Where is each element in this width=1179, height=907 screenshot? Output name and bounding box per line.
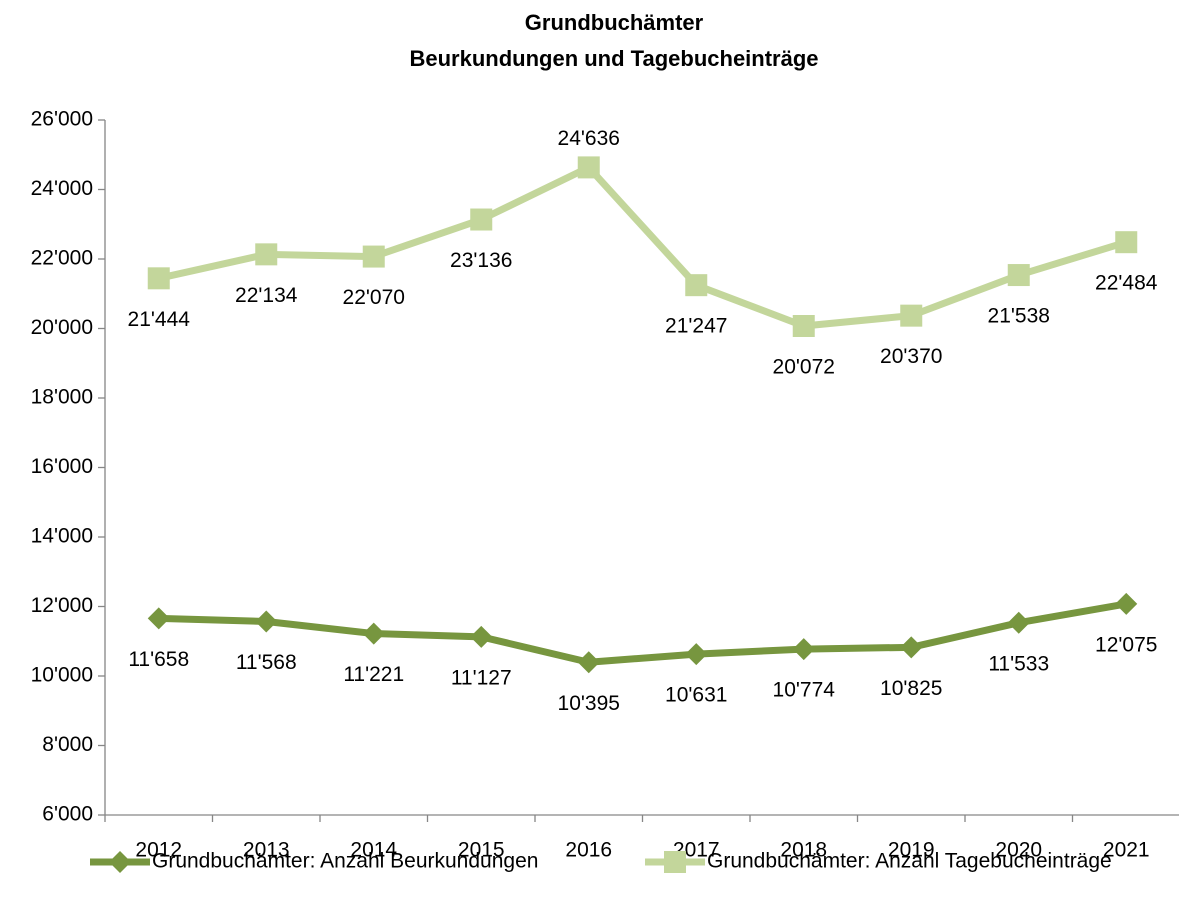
- legend-label: Grundbuchämter: Anzahl Beurkundungen: [152, 850, 538, 873]
- marker: [1115, 231, 1138, 254]
- marker: [577, 651, 600, 674]
- marker: [470, 625, 493, 648]
- marker: [577, 156, 600, 179]
- data-label: 11'568: [236, 651, 297, 674]
- marker: [900, 304, 923, 327]
- series-line: [157, 163, 1128, 330]
- y-tick-label: 18'000: [31, 386, 93, 409]
- data-label: 11'221: [343, 663, 404, 686]
- marker: [1115, 592, 1138, 615]
- x-tick-label: 2015: [458, 839, 505, 862]
- x-tick-label: 2018: [780, 839, 827, 862]
- data-label: 11'658: [128, 648, 189, 671]
- y-tick-label: 10'000: [31, 664, 93, 687]
- data-label: 21'444: [128, 308, 191, 331]
- marker: [255, 610, 278, 633]
- data-label: 22'484: [1095, 272, 1158, 295]
- chart-subtitle: Beurkundungen und Tagebucheinträge: [409, 46, 818, 71]
- marker: [255, 243, 278, 266]
- y-tick-label: 20'000: [31, 316, 93, 339]
- x-tick-label: 2020: [995, 839, 1042, 862]
- y-tick-label: 26'000: [31, 108, 93, 131]
- data-label: 22'134: [235, 284, 298, 307]
- x-tick-label: 2014: [350, 839, 397, 862]
- x-tick-label: 2019: [888, 839, 935, 862]
- data-label: 11'127: [451, 666, 512, 689]
- marker: [664, 851, 686, 873]
- marker: [685, 274, 708, 297]
- marker: [147, 267, 170, 290]
- data-label: 10'774: [773, 679, 836, 702]
- y-tick-label: 14'000: [31, 525, 93, 548]
- data-label: 22'070: [343, 286, 405, 309]
- data-label: 24'636: [558, 127, 620, 150]
- chart-title: Grundbuchämter: [525, 10, 704, 35]
- marker: [900, 636, 923, 659]
- x-tick-label: 2012: [135, 839, 182, 862]
- legend-label: Grundbuchämter: Anzahl Tagebucheinträge: [707, 850, 1112, 873]
- marker: [470, 208, 493, 231]
- marker: [362, 622, 385, 645]
- x-tick-label: 2021: [1103, 839, 1150, 862]
- marker: [1007, 264, 1030, 287]
- data-label: 10'395: [558, 692, 620, 715]
- data-label: 21'538: [988, 305, 1050, 328]
- marker: [147, 607, 170, 630]
- marker: [685, 643, 708, 666]
- data-label: 11'533: [988, 652, 1049, 675]
- y-tick-label: 12'000: [31, 594, 93, 617]
- data-label: 10'825: [880, 677, 942, 700]
- data-label: 10'631: [665, 684, 727, 707]
- marker: [792, 314, 815, 337]
- marker: [362, 245, 385, 268]
- marker: [792, 638, 815, 661]
- y-tick-label: 8'000: [42, 733, 93, 756]
- data-label: 23'136: [450, 249, 512, 272]
- data-label: 20'370: [880, 345, 942, 368]
- x-tick-label: 2013: [243, 839, 290, 862]
- y-tick-label: 6'000: [42, 803, 93, 826]
- marker: [109, 851, 131, 873]
- y-tick-label: 24'000: [31, 177, 93, 200]
- x-tick-label: 2016: [565, 839, 612, 862]
- data-label: 12'075: [1095, 633, 1157, 656]
- data-label: 20'072: [773, 356, 835, 379]
- series-line: [158, 600, 1127, 666]
- y-tick-label: 22'000: [31, 247, 93, 270]
- data-label: 21'247: [665, 315, 727, 338]
- marker: [1007, 611, 1030, 634]
- y-tick-label: 16'000: [31, 455, 93, 478]
